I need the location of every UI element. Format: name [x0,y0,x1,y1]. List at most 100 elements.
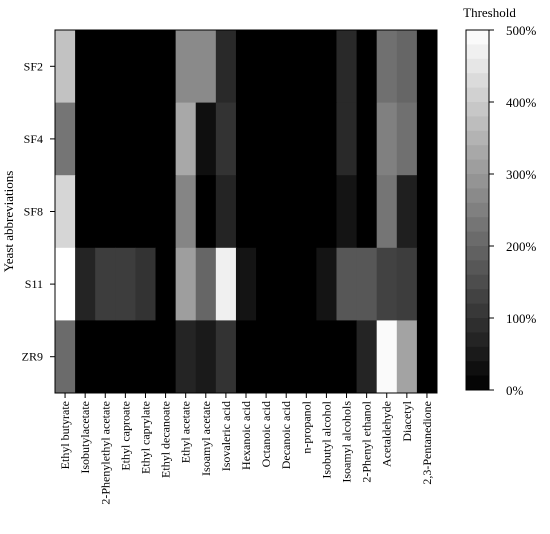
heatmap-cell [175,30,197,104]
heatmap-cell [195,102,217,176]
heatmap-cell [135,102,157,176]
heatmap-cell [336,247,358,321]
heatmap-cell [135,320,157,394]
heatmap-cell [396,102,418,176]
heatmap-cell [195,30,217,104]
heatmap-cell [75,175,96,249]
y-tick-label: S11 [25,277,43,291]
heatmap-cell [155,247,177,321]
heatmap-cell [175,175,197,249]
colorbar-step [466,116,489,132]
x-tick-label: Hexanoic acid [239,401,253,470]
colorbar-tick-label: 200% [506,239,537,254]
heatmap-cell [235,320,257,394]
colorbar-step [466,73,489,89]
colorbar-step [466,44,489,60]
heatmap-cell [55,320,76,394]
heatmap-cell [155,175,177,249]
heatmap-cell [175,102,197,176]
x-tick-label: 2,3-Pentanedione [420,401,434,485]
x-tick-label: 2-Phenylethyl acetate [98,401,112,505]
x-tick-label: Ethyl decanoate [159,401,173,478]
colorbar-step [466,202,489,218]
heatmap-cell [356,247,378,321]
heatmap-cell [336,102,358,176]
heatmap-cell [376,320,398,394]
x-tick-label: Isovaleric acid [219,401,233,471]
heatmap-cell [376,247,398,321]
heatmap-cell [135,175,157,249]
heatmap-cell [235,102,257,176]
x-tick-labels: Ethyl butyrate Isobutylacetate 2-Phenyleth… [58,393,434,505]
colorbar-step [466,289,489,305]
heatmap-cell [316,175,337,249]
heatmap-cell [356,175,378,249]
heatmap-cell [55,175,76,249]
heatmap-cell [316,247,337,321]
heatmap-cell [215,247,237,321]
heatmap-cell [256,30,277,104]
x-tick-label: 2-Phenyl ethanol [360,400,374,482]
y-tick-label: ZR9 [22,350,43,364]
heatmap-cell [296,102,317,176]
colorbar-tick-label: 0% [506,383,524,398]
heatmap-cell [175,247,197,321]
heatmap-cell [175,320,197,394]
heatmap-cell [316,102,337,176]
heatmap-cell [276,102,297,176]
heatmap-cell [155,320,177,394]
heatmap-cell [55,247,76,321]
heatmap-cell [75,247,96,321]
colorbar-step [466,346,489,362]
heatmap-cell [115,30,136,104]
x-tick-label: Isoamyl acetate [199,401,213,476]
heatmap-cells [55,30,438,394]
x-tick-label: Ethyl caprylate [138,401,152,474]
x-tick-label: Decanoic acid [279,401,293,469]
heatmap-cell [235,30,257,104]
colorbar-frame [465,29,490,391]
colorbar-step [466,130,489,146]
heatmap-cell [376,175,398,249]
colorbar-step [466,102,489,117]
heatmap-cell [115,175,136,249]
heatmap-cell [135,247,157,321]
colorbar-tick-label: 400% [506,95,537,110]
colorbar-step [466,260,489,276]
heatmap-cell [356,30,378,104]
x-tick-label: Ethyl butyrate [58,401,72,469]
colorbar-step [466,361,489,377]
heatmap-cell [55,102,76,176]
colorbar-step [466,375,489,391]
heatmap-cell [95,30,116,104]
heatmap-cell [416,320,438,394]
colorbar-step [466,217,489,233]
heatmap-cell [296,175,317,249]
heatmap-cell [256,247,277,321]
heatmap-cell [276,247,297,321]
x-tick-label: Diacetyl [400,400,414,441]
heatmap-cell [75,30,96,104]
heatmap-cell [155,102,177,176]
heatmap-cell [416,102,438,176]
heatmap-cell [95,175,116,249]
heatmap-cell [95,102,116,176]
heatmap-cell [356,320,378,394]
x-tick-label: Isobutyl alcohol [319,400,333,478]
heatmap-cell [336,30,358,104]
heatmap-cell [195,247,217,321]
heatmap-cell [115,247,136,321]
colorbar-tick-label: 100% [506,311,537,326]
heatmap-cell [215,320,237,394]
x-tick-label: Octanoic acid [259,401,273,467]
heatmap-cell [296,30,317,104]
colorbar: 0% 100% 200% 300% 400% 500% [465,23,537,398]
x-tick-label: Isobutylacetate [78,401,92,474]
heatmap-cell [55,30,76,104]
heatmap-cell [396,320,418,394]
heatmap-cell [95,247,116,321]
heatmap-cell [215,102,237,176]
heatmap-cell [316,30,337,104]
y-tick-label: SF4 [24,132,43,146]
